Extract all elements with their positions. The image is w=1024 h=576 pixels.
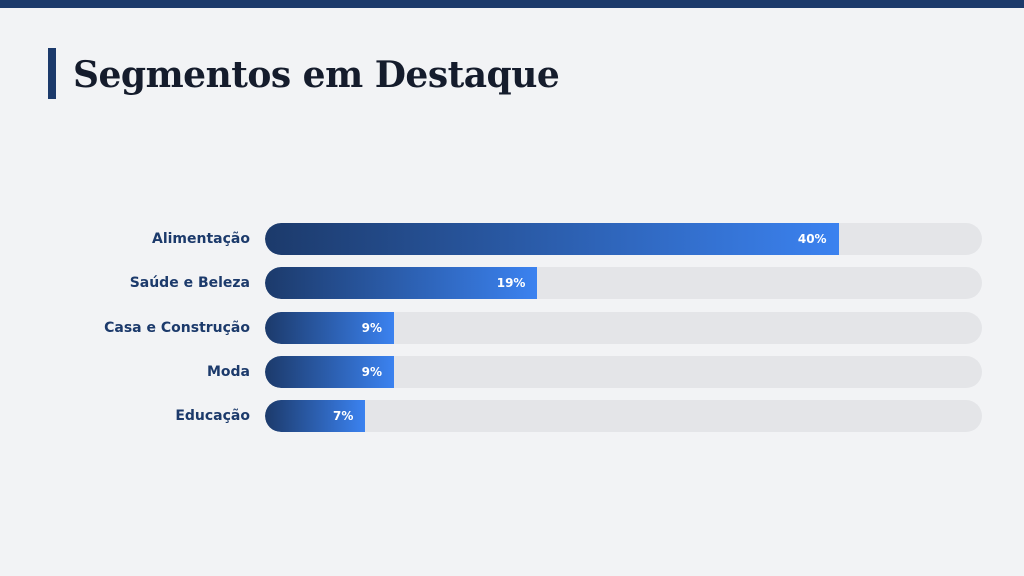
page-title: Segmentos em Destaque [73,54,560,96]
category-label: Casa e Construção [104,319,250,336]
bar-track: 40% [265,223,982,255]
bar-track: 7% [265,400,982,433]
category-label: Saúde e Beleza [129,275,250,292]
bar-row: Moda 9% [0,355,1024,388]
bar-fill: 9% [265,311,395,344]
bar-row: Educação 7% [0,400,1024,433]
bar-track: 9% [265,311,982,344]
bar-fill: 19% [265,267,538,300]
category-label: Moda [206,363,250,380]
bar-row: Casa e Construção 9% [0,311,1024,344]
bar-track: 9% [265,355,982,388]
value-label: 9% [361,364,383,379]
bar-row: Saúde e Beleza 19% [0,267,1024,300]
bar-fill: 7% [265,400,366,433]
top-bar [0,0,1024,8]
bar-fill: 40% [265,223,839,255]
bar-row: Alimentação 40% [0,223,1024,255]
value-label: 7% [333,409,354,424]
bar-fill: 9% [265,355,395,388]
category-label: Educação [175,408,250,425]
value-label: 19% [496,276,526,291]
title-accent-bar [48,48,56,99]
value-label: 40% [797,232,827,246]
category-label: Alimentação [152,231,250,247]
value-label: 9% [361,320,383,335]
bar-track: 19% [265,267,982,300]
